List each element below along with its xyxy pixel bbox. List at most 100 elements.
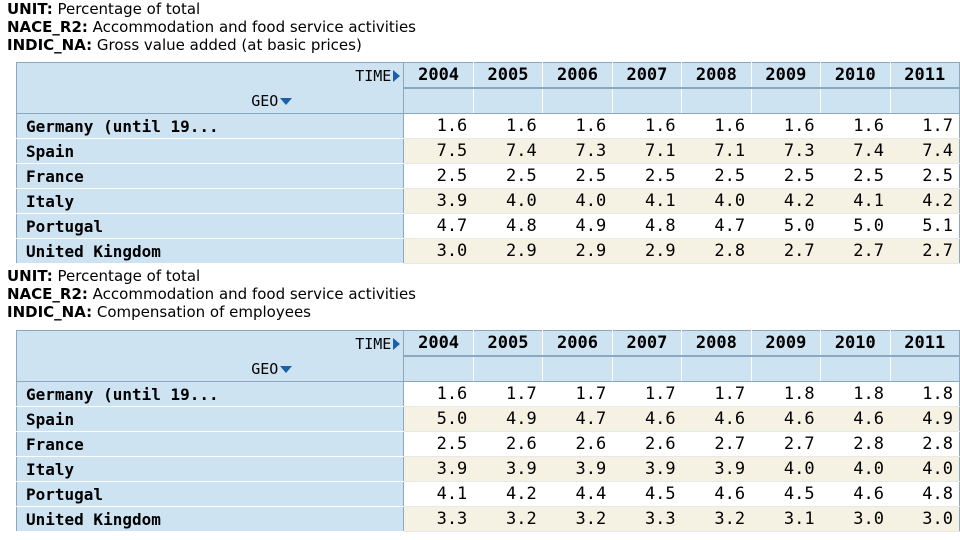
value-cell: 4.5 xyxy=(751,481,821,507)
blank-header-cell xyxy=(403,88,474,114)
value-cell: 2.9 xyxy=(542,238,613,264)
value-cell: 4.0 xyxy=(751,456,821,482)
value-cell: 2.7 xyxy=(820,238,891,264)
arrow-down-icon[interactable] xyxy=(280,365,293,373)
blank-header-cell xyxy=(542,88,613,114)
value-cell: 4.7 xyxy=(542,406,613,432)
value-cell: 4.8 xyxy=(473,213,543,239)
year-header[interactable]: 2008 xyxy=(681,62,752,89)
value-cell: 4.9 xyxy=(473,406,543,432)
value-cell: 4.6 xyxy=(681,481,752,507)
header-row-time: TIME 2004 2005 2006 2007 2008 2009 2010 2011 xyxy=(16,330,960,357)
value-cell: 5.1 xyxy=(890,213,960,239)
value-cell: 1.6 xyxy=(403,113,474,139)
value-cell: 1.8 xyxy=(890,381,960,407)
value-cell: 2.5 xyxy=(890,163,960,189)
meta-unit: UNIT: Percentage of total xyxy=(7,267,201,285)
year-header[interactable]: 2010 xyxy=(820,62,891,89)
row-geo-label[interactable]: Germany (until 19... xyxy=(16,381,405,407)
row-geo-label[interactable]: Italy xyxy=(16,188,405,214)
arrow-down-icon[interactable] xyxy=(280,97,293,105)
year-header[interactable]: 2005 xyxy=(472,62,543,89)
table-row: Italy 3.9 3.9 3.9 3.9 3.9 4.0 4.0 4.0 xyxy=(16,456,960,482)
year-header[interactable]: 2007 xyxy=(611,330,682,357)
year-header[interactable]: 2008 xyxy=(681,330,752,357)
value-cell: 4.0 xyxy=(542,188,613,214)
value-cell: 2.8 xyxy=(820,431,891,457)
value-cell: 3.1 xyxy=(751,506,821,532)
year-header[interactable]: 2004 xyxy=(403,62,474,89)
geo-header[interactable]: GEO xyxy=(16,356,405,382)
blank-header-cell xyxy=(820,356,891,382)
geo-header[interactable]: GEO xyxy=(16,88,405,114)
year-header[interactable]: 2006 xyxy=(542,330,613,357)
value-cell: 4.8 xyxy=(612,213,682,239)
value-cell: 1.6 xyxy=(820,113,891,139)
year-header[interactable]: 2006 xyxy=(542,62,613,89)
blank-header-cell xyxy=(542,356,613,382)
row-geo-label[interactable]: France xyxy=(16,431,405,457)
value-cell: 4.1 xyxy=(403,481,474,507)
blank-header-cell xyxy=(472,356,543,382)
table-row: Spain 7.5 7.4 7.3 7.1 7.1 7.3 7.4 7.4 xyxy=(16,138,960,164)
time-header[interactable]: TIME xyxy=(16,62,405,88)
blank-header-cell xyxy=(750,88,821,114)
value-cell: 2.5 xyxy=(612,163,682,189)
blank-header-cell xyxy=(611,88,682,114)
row-geo-label[interactable]: Portugal xyxy=(16,213,405,239)
year-header[interactable]: 2009 xyxy=(750,330,821,357)
arrow-right-icon[interactable] xyxy=(393,70,401,82)
data-table-2: TIME 2004 2005 2006 2007 2008 2009 2010 2011 GEO G… xyxy=(16,330,960,532)
value-cell: 2.7 xyxy=(751,238,821,264)
row-geo-label[interactable]: United Kingdom xyxy=(16,506,405,532)
value-cell: 2.6 xyxy=(612,431,682,457)
row-geo-label[interactable]: Spain xyxy=(16,406,405,432)
value-cell: 3.0 xyxy=(403,238,474,264)
value-cell: 7.3 xyxy=(542,138,613,164)
table-block-2: UNIT: Percentage of total NACE_R2: Accom… xyxy=(0,267,416,321)
value-cell: 3.2 xyxy=(542,506,613,532)
row-geo-label[interactable]: Germany (until 19... xyxy=(16,113,405,139)
table-row: United Kingdom 3.3 3.2 3.2 3.3 3.2 3.1 3.0 3.0 xyxy=(16,506,960,532)
value-cell: 2.8 xyxy=(681,238,752,264)
year-header[interactable]: 2009 xyxy=(750,62,821,89)
year-header[interactable]: 2011 xyxy=(889,330,960,357)
value-cell: 4.1 xyxy=(820,188,891,214)
row-geo-label[interactable]: Portugal xyxy=(16,481,405,507)
blank-header-cell xyxy=(403,356,474,382)
table-row: Germany (until 19... 1.6 1.6 1.6 1.6 1.6 1.6 1.… xyxy=(16,113,960,139)
meta-nace: NACE_R2: Accommodation and food service … xyxy=(7,18,416,36)
value-cell: 1.7 xyxy=(681,381,752,407)
value-cell: 1.8 xyxy=(751,381,821,407)
value-cell: 4.0 xyxy=(820,456,891,482)
year-header[interactable]: 2007 xyxy=(611,62,682,89)
row-geo-label[interactable]: France xyxy=(16,163,405,189)
row-geo-label[interactable]: Spain xyxy=(16,138,405,164)
value-cell: 5.0 xyxy=(403,406,474,432)
value-cell: 7.4 xyxy=(820,138,891,164)
value-cell: 4.7 xyxy=(681,213,752,239)
value-cell: 3.9 xyxy=(403,188,474,214)
blank-header-cell xyxy=(750,356,821,382)
year-header[interactable]: 2004 xyxy=(403,330,474,357)
value-cell: 2.5 xyxy=(473,163,543,189)
blank-header-cell xyxy=(681,356,752,382)
value-cell: 2.8 xyxy=(890,431,960,457)
value-cell: 1.6 xyxy=(612,113,682,139)
arrow-right-icon[interactable] xyxy=(393,338,401,350)
value-cell: 2.5 xyxy=(751,163,821,189)
table-row: Germany (until 19... 1.6 1.7 1.7 1.7 1.7 1.8 1.… xyxy=(16,381,960,407)
value-cell: 3.2 xyxy=(473,506,543,532)
row-geo-label[interactable]: United Kingdom xyxy=(16,238,405,264)
table-row: France 2.5 2.6 2.6 2.6 2.7 2.7 2.8 2.8 xyxy=(16,431,960,457)
value-cell: 4.0 xyxy=(473,188,543,214)
table-row: Portugal 4.7 4.8 4.9 4.8 4.7 5.0 5.0 5.1 xyxy=(16,213,960,239)
year-header[interactable]: 2010 xyxy=(820,330,891,357)
time-header[interactable]: TIME xyxy=(16,330,405,356)
table-row: Portugal 4.1 4.2 4.4 4.5 4.6 4.5 4.6 4.8 xyxy=(16,481,960,507)
year-header[interactable]: 2011 xyxy=(889,62,960,89)
row-geo-label[interactable]: Italy xyxy=(16,456,405,482)
value-cell: 2.6 xyxy=(542,431,613,457)
value-cell: 4.6 xyxy=(681,406,752,432)
year-header[interactable]: 2005 xyxy=(472,330,543,357)
